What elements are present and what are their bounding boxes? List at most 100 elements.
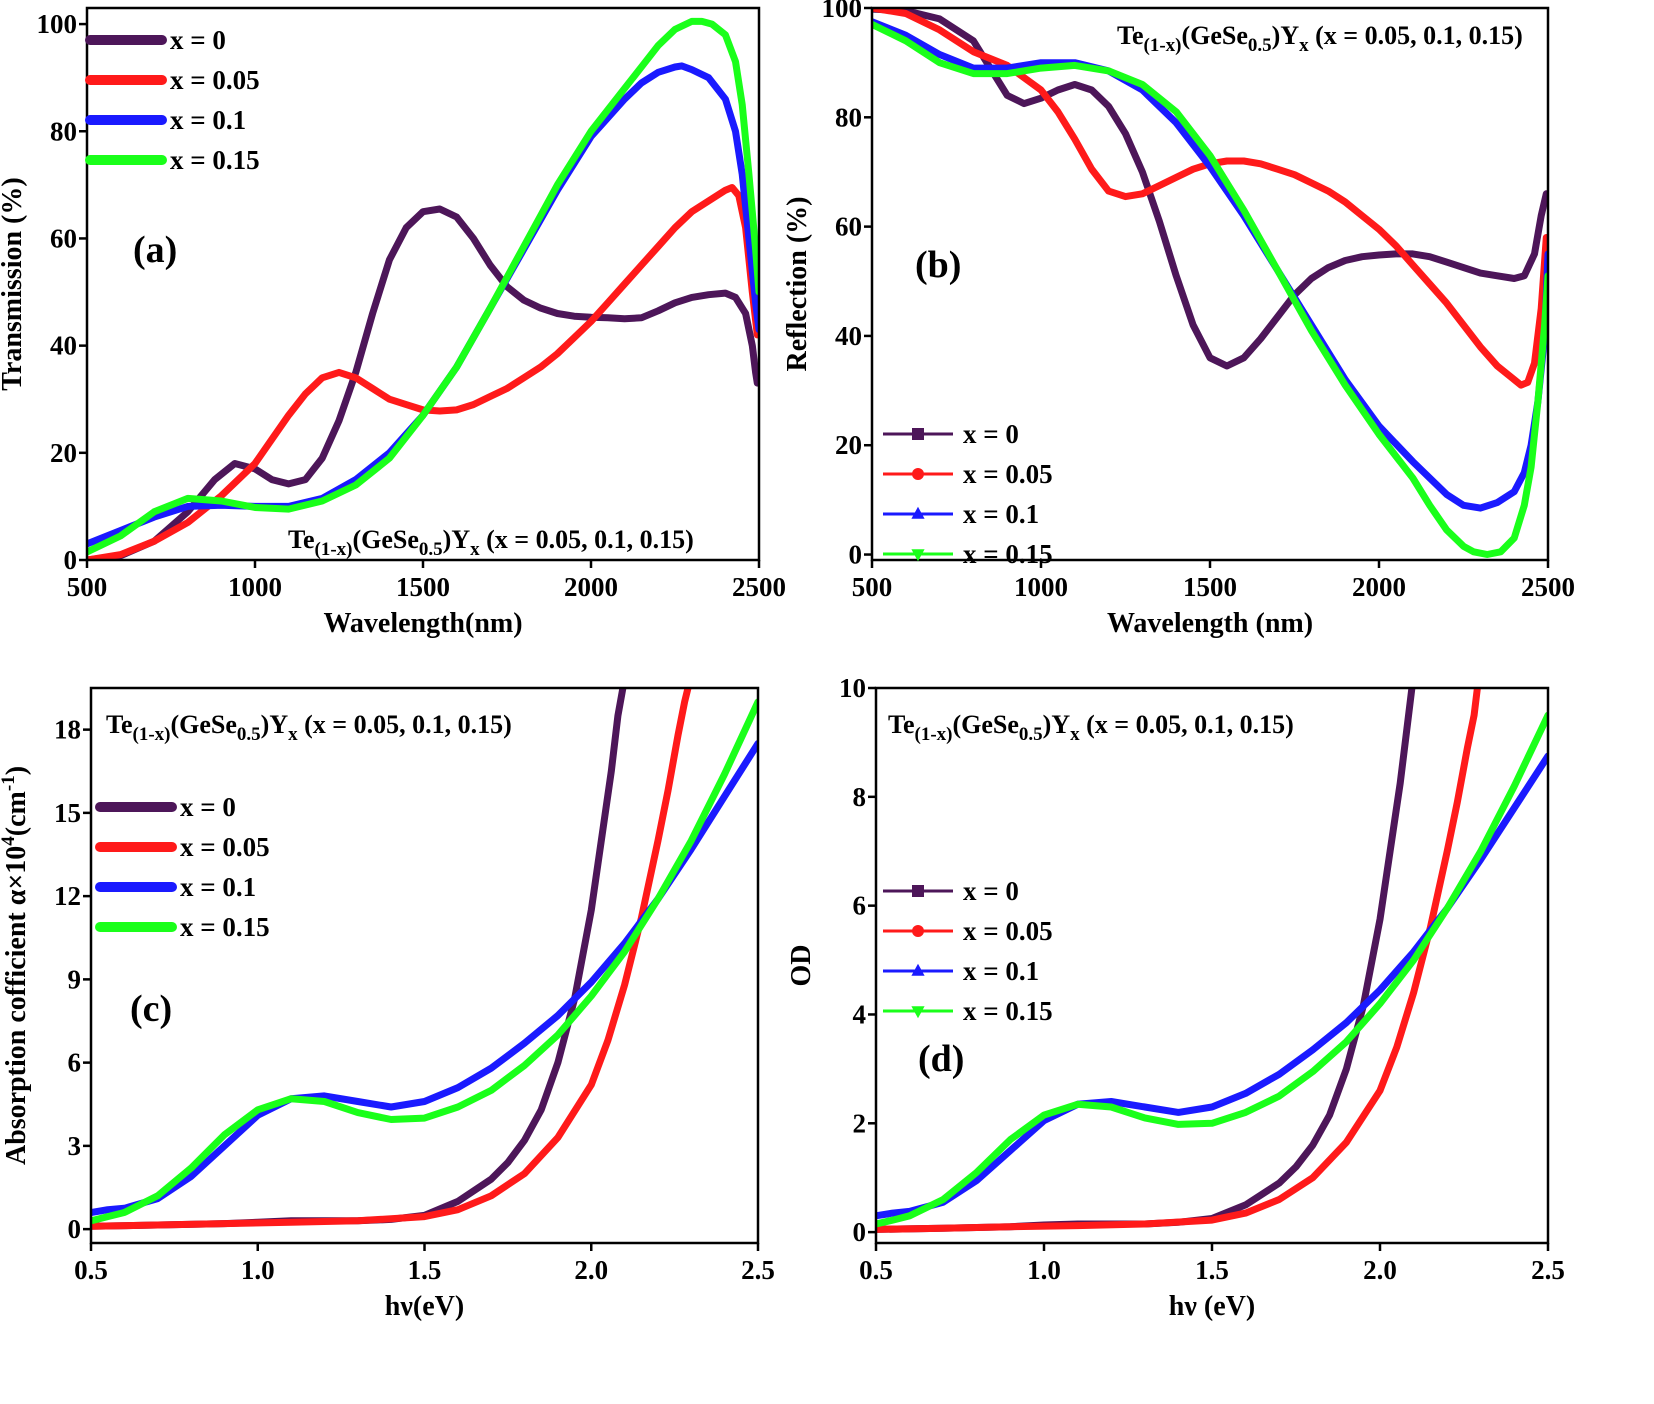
panel-d-legend-label: x = 0.05	[963, 916, 1053, 946]
panel-c-ytick-label: 15	[54, 798, 81, 828]
panel-d-od-chart: 0.5 1.0 1.5 2.0 2.5 0 2 4 6 8 10 hν (eV) OD (d) Te(1-x…	[786, 673, 1565, 1322]
panel-c-ytick-label: 3	[68, 1131, 82, 1161]
panel-a-composition-formula: Te(1-x)(GeSe0.5)Yx (x = 0.05, 0.1, 0.15)	[288, 525, 694, 560]
panel-c-ytick-label: 9	[68, 964, 82, 994]
panel-b-series-group	[872, 8, 1548, 558]
panel-a-xtick-label: 1500	[396, 572, 450, 602]
panel-b-ytick-label: 100	[822, 0, 863, 23]
panel-c-composition-formula: Te(1-x)(GeSe0.5)Yx (x = 0.05, 0.1, 0.15)	[106, 710, 512, 745]
panel-b-series-line-3	[872, 20, 1548, 558]
panel-a-ytick-label: 20	[50, 438, 77, 468]
panel-a-series-line-1	[87, 184, 759, 560]
panel-c-xtick-label: 0.5	[74, 1255, 108, 1285]
panel-d-composition-formula: Te(1-x)(GeSe0.5)Yx (x = 0.05, 0.1, 0.15)	[888, 710, 1294, 745]
panel-b-legend-marker	[911, 506, 925, 519]
panel-b-legend-label: x = 0	[963, 419, 1019, 449]
panel-d-xtick-label: 2.0	[1363, 1255, 1397, 1285]
panel-c-xaxis-label: hν(eV)	[385, 1291, 464, 1322]
panel-b-ytick-label: 40	[835, 321, 862, 351]
panel-b-composition-formula: Te(1-x)(GeSe0.5)Yx (x = 0.05, 0.1, 0.15)	[1117, 21, 1523, 56]
panel-c-series-line-1	[91, 688, 692, 1230]
panel-b-xtick-label: 500	[852, 572, 893, 602]
panel-d-legend-marker	[911, 963, 925, 976]
panel-d-ytick-label: 4	[853, 999, 867, 1029]
panel-a-ytick-label: 40	[50, 331, 77, 361]
panel-a-legend-label: x = 0	[170, 25, 226, 55]
panel-d-series-line-1	[876, 688, 1481, 1233]
panel-a-series-line-0	[87, 205, 759, 560]
panel-d-ytick-label: 10	[839, 673, 866, 703]
panel-b-series-line-0	[872, 8, 1548, 370]
panel-d-legend-label: x = 0.1	[963, 956, 1039, 986]
panel-c-yaxis-label: Absorption cofficient α×104(cm-1)	[0, 766, 32, 1165]
panel-a-ytick-label: 60	[50, 223, 77, 253]
panel-b-panel-label: (b)	[915, 244, 961, 286]
panel-c-xtick-label: 1.0	[241, 1255, 275, 1285]
panel-a-legend: x = 0 x = 0.05 x = 0.1 x = 0.15	[85, 25, 260, 175]
panel-b-ytick-label: 20	[835, 430, 862, 460]
panel-a-xaxis-label: Wavelength(nm)	[323, 608, 522, 639]
panel-a-ytick-label: 0	[64, 545, 78, 575]
panel-d-xtick-label: 1.0	[1027, 1255, 1061, 1285]
panel-c-ytick-label: 12	[54, 881, 81, 911]
panel-c-legend-label: x = 0.1	[180, 872, 256, 902]
panel-a-transmission-chart: 500 1000 1500 2000 2500 0 20 40 60 80 100 Wavelengt…	[0, 6, 786, 639]
panel-c-legend-label: x = 0.15	[180, 912, 270, 942]
panel-d-xtick-label: 0.5	[859, 1255, 893, 1285]
panel-c-ytick-label: 6	[68, 1048, 82, 1078]
panel-a-yaxis-label: Transmission (%)	[0, 177, 28, 390]
panel-d-yaxis-label: OD	[786, 945, 817, 987]
panel-b-legend-label: x = 0.05	[963, 459, 1053, 489]
panel-b-xaxis-label: Wavelength (nm)	[1107, 608, 1313, 639]
panel-c-series-line-3	[91, 698, 758, 1225]
panel-d-ytick-label: 0	[853, 1217, 867, 1247]
panel-d-xtick-label: 2.5	[1531, 1255, 1565, 1285]
panel-a-legend-label: x = 0.1	[170, 105, 246, 135]
panel-c-ytick-label: 0	[68, 1214, 82, 1244]
panel-a-series-line-2	[87, 62, 759, 548]
panel-b-series-line-1	[872, 8, 1548, 389]
panel-a-series-line-3	[87, 17, 759, 556]
panel-b-yaxis-label: Reflection (%)	[782, 197, 813, 372]
panel-a-xtick-label: 2000	[564, 572, 618, 602]
panel-b-legend-marker	[912, 428, 924, 440]
panel-b-reflection-chart: 500 1000 1500 2000 2500 0 20 40 60 80 100 Wavelengt…	[782, 0, 1575, 639]
panel-b-legend: x = 0 x = 0.05 x = 0.1 x = 0.15	[883, 419, 1053, 569]
panel-c-legend-label: x = 0.05	[180, 832, 270, 862]
panel-d-legend-marker	[912, 885, 924, 897]
panel-c-axes-frame	[89, 686, 760, 1245]
panel-c-xtick-label: 1.5	[408, 1255, 442, 1285]
panel-a-legend-label: x = 0.15	[170, 145, 260, 175]
panel-c-legend: x = 0 x = 0.05 x = 0.1 x = 0.15	[95, 792, 270, 942]
panel-b-xtick-label: 1500	[1183, 572, 1237, 602]
panel-b-xtick-label: 2500	[1521, 572, 1575, 602]
panel-d-series-group	[876, 688, 1548, 1233]
panel-a-xtick-label: 1000	[228, 572, 282, 602]
panel-a-ytick-label: 80	[50, 116, 77, 146]
panel-b-xtick-label: 2000	[1352, 572, 1406, 602]
panel-a-series-group	[87, 17, 759, 560]
panel-d-series-line-3	[876, 711, 1548, 1228]
panel-c-absorption-chart: 0.5 1.0 1.5 2.0 2.5 0 3 6 9 12 15 18 hν(eV) Absorptio…	[0, 686, 775, 1322]
panel-b-legend-marker	[912, 468, 924, 480]
panel-c-panel-label: (c)	[130, 988, 172, 1030]
panel-d-legend-label: x = 0.15	[963, 996, 1053, 1026]
panel-b-legend-marker	[911, 549, 925, 562]
panel-a-legend-label: x = 0.05	[170, 65, 260, 95]
panel-a-xtick-label: 2500	[732, 572, 786, 602]
panel-c-series-group	[91, 688, 758, 1230]
panel-d-ytick-label: 6	[853, 891, 867, 921]
panel-b-ytick-label: 0	[849, 540, 863, 570]
panel-b-ytick-label: 60	[835, 212, 862, 242]
panel-c-ytick-label: 18	[54, 715, 81, 745]
panel-d-legend: x = 0 x = 0.05 x = 0.1 x = 0.15	[883, 876, 1053, 1026]
panel-d-ytick-label: 2	[853, 1108, 867, 1138]
panel-d-legend-marker	[911, 1006, 925, 1019]
panel-a-ytick-label: 100	[37, 9, 78, 39]
panel-c-xtick-label: 2.0	[574, 1255, 608, 1285]
panel-d-legend-marker	[912, 925, 924, 937]
panel-b-legend-label: x = 0.15	[963, 539, 1053, 569]
panel-a-xtick-label: 500	[67, 572, 108, 602]
panel-d-ytick-label: 8	[853, 782, 867, 812]
